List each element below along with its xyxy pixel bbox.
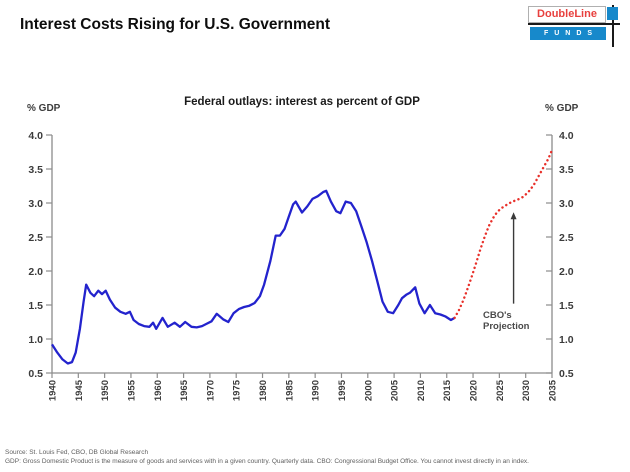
chart-series <box>51 148 554 365</box>
x-axis-tick-label: 2035 <box>548 379 559 401</box>
chart-annotation-arrow <box>510 212 517 304</box>
annotation-arrow-head <box>510 212 517 220</box>
y-axis-tick-label: 2.5 <box>28 232 43 244</box>
y-axis-tick-label: 3.0 <box>559 198 574 210</box>
y-axis-tick-label: 4.0 <box>28 130 43 142</box>
y-axis-tick-label: 3.0 <box>28 198 43 210</box>
logo-horizontal-line <box>528 23 620 25</box>
x-axis-tick-label: 1995 <box>337 379 348 401</box>
x-axis-tick-label: 1980 <box>258 380 269 401</box>
x-axis-tick-label: 1950 <box>100 380 111 401</box>
x-axis-tick-label: 1945 <box>74 379 85 401</box>
y-axis-tick-label: 1.5 <box>28 300 43 312</box>
y-axis-tick-label: 2.0 <box>559 266 574 278</box>
y-axis-tick-label: 1.0 <box>559 334 574 346</box>
chart-ticks: 0.5 0.5 1.0 1.0 1.5 1.5 2.0 2.0 2.5 2.5 3.0 3.0 3.5 3… <box>28 130 573 401</box>
x-axis-tick-label: 2020 <box>469 380 480 401</box>
x-axis-tick-label: 2030 <box>521 380 532 401</box>
chart-title: Federal outlays: interest as percent of … <box>184 96 420 108</box>
y-axis-tick-label: 3.5 <box>559 164 574 176</box>
source-line: Source: St. Louis Fed, CBO, DB Global Re… <box>5 449 149 456</box>
page-title: Interest Costs Rising for U.S. Governmen… <box>20 16 331 33</box>
x-axis-tick-label: 2000 <box>363 380 374 401</box>
x-axis-tick-label: 1990 <box>311 380 322 401</box>
x-axis-tick-label: 1960 <box>153 380 164 401</box>
x-axis-tick-label: 1940 <box>48 380 59 401</box>
y-axis-tick-label: 0.5 <box>559 368 574 380</box>
logo-funds-text: FUNDS <box>530 27 606 40</box>
y-axis-tick-label: 2.5 <box>559 232 574 244</box>
y-axis-tick-label: 3.5 <box>28 164 43 176</box>
x-axis-tick-label: 2025 <box>495 379 506 401</box>
historical-line <box>51 189 456 365</box>
y-axis-tick-label: 0.5 <box>28 368 43 380</box>
left-axis-unit-label: % GDP <box>27 103 61 114</box>
x-axis-tick-label: 1975 <box>232 379 243 401</box>
right-axis-unit-label: % GDP <box>545 103 579 114</box>
y-axis-tick-label: 4.0 <box>559 130 574 142</box>
projection-line <box>453 148 554 320</box>
logo-blue-square <box>607 7 618 20</box>
x-axis-tick-label: 1965 <box>179 379 190 401</box>
logo-brand-text: DoubleLine <box>528 6 606 23</box>
x-axis-tick-label: 1955 <box>126 379 137 401</box>
chart-axes <box>51 135 553 374</box>
x-axis-tick-label: 2010 <box>416 380 427 401</box>
doubleline-logo: DoubleLine FUNDS <box>528 5 620 47</box>
source-footnote: Source: St. Louis Fed, CBO, DB Global Re… <box>5 448 625 467</box>
cbo-projection-label: CBO's Projection <box>483 310 530 333</box>
y-axis-tick-label: 1.5 <box>559 300 574 312</box>
x-axis-tick-label: 1970 <box>205 380 216 401</box>
y-axis-tick-label: 2.0 <box>28 266 43 278</box>
x-axis-tick-label: 2005 <box>390 379 401 401</box>
x-axis-tick-label: 1985 <box>284 379 295 401</box>
logo-vertical-line <box>612 5 614 47</box>
y-axis-tick-label: 1.0 <box>28 334 43 346</box>
disclaimer-line: GDP: Gross Domestic Product is the measu… <box>5 458 529 466</box>
x-axis-tick-label: 2015 <box>442 379 453 401</box>
